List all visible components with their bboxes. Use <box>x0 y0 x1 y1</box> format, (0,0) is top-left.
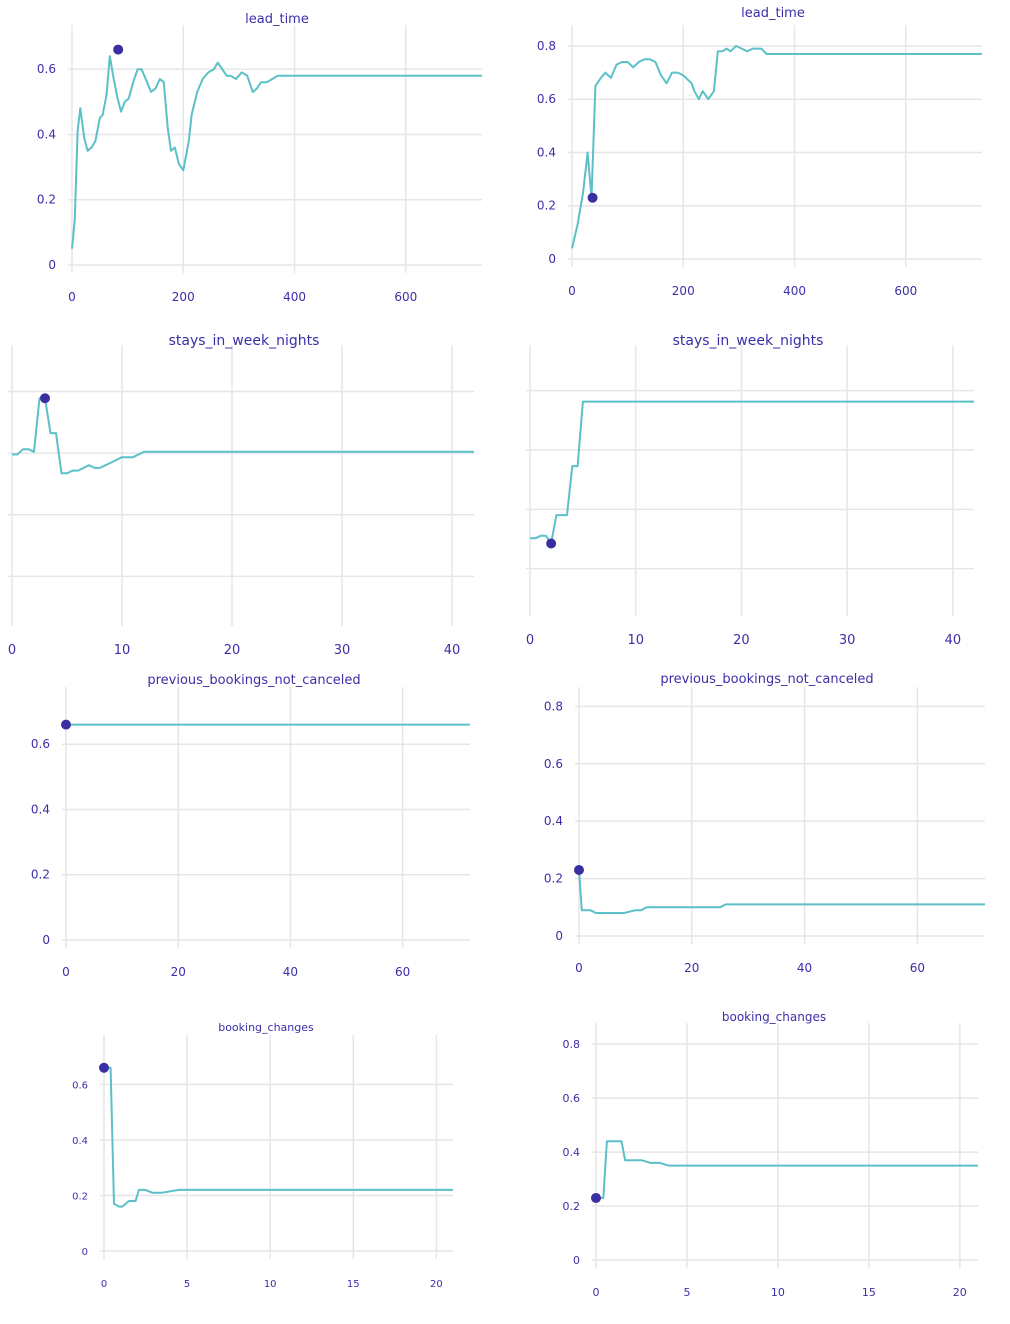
chart-title: previous_bookings_not_canceled <box>147 673 360 688</box>
x-tick-label: 0 <box>8 643 16 658</box>
chart-8: booking_changes 0 5 10 15 20 0 0.2 0.4 0.6 0.8 <box>563 1010 978 1299</box>
chart-7: booking_changes 0 5 10 15 20 0 0.2 0.4 0.6 <box>72 1021 453 1290</box>
y-tick-label: 0 <box>48 258 56 272</box>
x-tick-label: 60 <box>395 965 410 979</box>
x-tick-label: 30 <box>839 633 856 648</box>
chart-5: previous_bookings_not_canceled 0 20 40 60 0 0.… <box>31 673 470 979</box>
chart-title: stays_in_week_nights <box>673 333 824 349</box>
x-tick-label: 400 <box>283 290 306 304</box>
y-tick-label: 0 <box>42 933 50 947</box>
x-tick-label: 0 <box>575 961 583 975</box>
chart-title: booking_changes <box>218 1021 314 1034</box>
observation-point[interactable] <box>40 393 50 404</box>
y-tick-label: 0.2 <box>563 1200 581 1213</box>
observation-point[interactable] <box>61 719 71 730</box>
x-tick-label: 400 <box>783 284 806 298</box>
y-tick-label: 0.8 <box>544 699 563 713</box>
y-tick-label: 0.4 <box>563 1146 581 1159</box>
chart-3: stays_in_week_nights 0 10 20 30 40 <box>8 333 474 658</box>
x-tick-label: 20 <box>224 643 241 658</box>
x-tick-label: 60 <box>910 961 925 975</box>
chart-6: previous_bookings_not_canceled 0 20 40 60 0 0.… <box>544 672 985 975</box>
x-tick-label: 20 <box>684 961 699 975</box>
observation-point[interactable] <box>99 1062 109 1073</box>
x-tick-label: 40 <box>283 965 298 979</box>
series-line <box>71 55 482 249</box>
x-tick-label: 15 <box>347 1279 360 1290</box>
chart-title: stays_in_week_nights <box>169 333 320 349</box>
observation-point[interactable] <box>574 864 584 875</box>
series-line <box>571 45 982 249</box>
x-tick-label: 30 <box>334 643 351 658</box>
y-tick-label: 0.4 <box>537 145 556 159</box>
series-line <box>596 1140 978 1199</box>
x-tick-label: 0 <box>568 284 576 298</box>
y-tick-label: 0.4 <box>31 802 50 816</box>
x-tick-label: 600 <box>394 290 417 304</box>
x-tick-label: 600 <box>894 284 917 298</box>
y-tick-label: 0 <box>573 1254 580 1267</box>
y-tick-label: 0.4 <box>37 127 56 141</box>
y-tick-label: 0.6 <box>563 1092 581 1105</box>
x-tick-label: 200 <box>172 290 195 304</box>
series-line <box>578 869 985 914</box>
observation-point[interactable] <box>113 44 124 55</box>
x-tick-label: 5 <box>683 1286 690 1299</box>
y-tick-label: 0.4 <box>544 814 563 828</box>
observation-point[interactable] <box>546 538 557 549</box>
y-tick-label: 0.2 <box>37 193 56 207</box>
x-tick-label: 20 <box>430 1279 443 1290</box>
x-tick-label: 10 <box>627 633 644 648</box>
x-tick-label: 10 <box>264 1279 277 1290</box>
chart-1: lead_time 0 200 400 600 0 0.2 0.4 0.6 <box>37 12 482 304</box>
y-tick-label: 0.8 <box>537 39 556 53</box>
chart-title: booking_changes <box>722 1010 826 1024</box>
chart-2: lead_time 0 200 400 600 0 0.2 0.4 0.6 0.8 <box>537 6 982 298</box>
y-tick-label: 0.2 <box>544 872 563 886</box>
y-tick-label: 0.2 <box>72 1191 88 1202</box>
chart-title: lead_time <box>741 6 805 21</box>
series-line <box>530 400 974 545</box>
chart-title: previous_bookings_not_canceled <box>660 672 873 687</box>
x-tick-label: 0 <box>593 1286 600 1299</box>
x-tick-label: 0 <box>526 633 534 648</box>
x-tick-label: 15 <box>862 1286 876 1299</box>
x-tick-label: 0 <box>62 965 70 979</box>
y-tick-label: 0.6 <box>544 757 563 771</box>
x-tick-label: 0 <box>101 1279 107 1290</box>
x-tick-label: 20 <box>733 633 750 648</box>
series-line <box>104 1066 453 1208</box>
x-tick-label: 10 <box>771 1286 785 1299</box>
y-tick-label: 0 <box>548 252 556 266</box>
observation-point[interactable] <box>591 1192 601 1203</box>
x-tick-label: 5 <box>184 1279 190 1290</box>
y-tick-label: 0.8 <box>563 1038 581 1051</box>
y-tick-label: 0.6 <box>31 737 50 751</box>
y-tick-label: 0.6 <box>37 62 56 76</box>
y-tick-label: 0.4 <box>72 1136 88 1147</box>
y-tick-label: 0.6 <box>537 92 556 106</box>
x-tick-label: 10 <box>114 643 131 658</box>
x-tick-label: 200 <box>672 284 695 298</box>
y-tick-label: 0 <box>82 1247 88 1258</box>
x-tick-label: 40 <box>444 643 461 658</box>
y-tick-label: 0 <box>555 929 563 943</box>
chart-4: stays_in_week_nights 0 10 20 30 40 <box>526 333 974 648</box>
x-tick-label: 0 <box>68 290 76 304</box>
chart-title: lead_time <box>245 12 309 27</box>
x-tick-label: 40 <box>797 961 812 975</box>
x-tick-label: 20 <box>171 965 186 979</box>
y-tick-label: 0.2 <box>537 199 556 213</box>
x-tick-label: 40 <box>945 633 962 648</box>
observation-point[interactable] <box>587 192 598 203</box>
x-tick-label: 20 <box>953 1286 967 1299</box>
series-line <box>12 397 474 475</box>
y-tick-label: 0.6 <box>72 1080 88 1091</box>
y-tick-label: 0.2 <box>31 868 50 882</box>
